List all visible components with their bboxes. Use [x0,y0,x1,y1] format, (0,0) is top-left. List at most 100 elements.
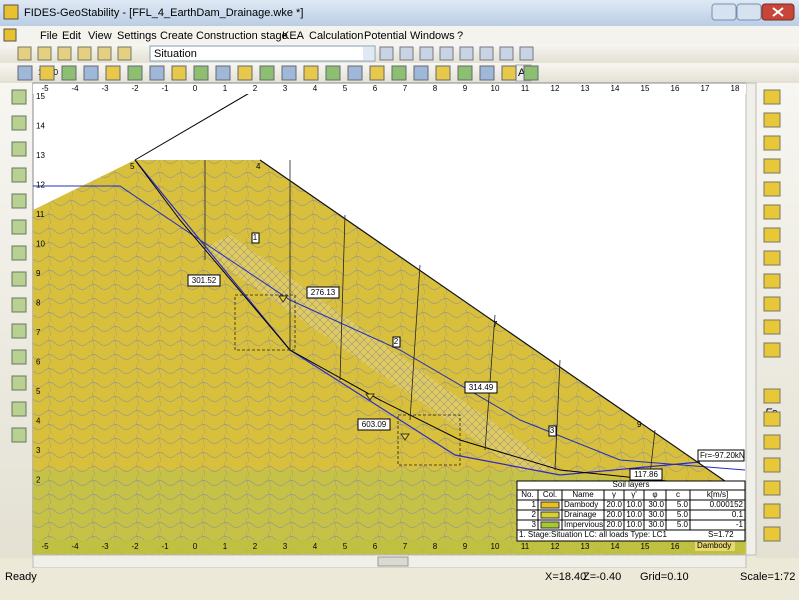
tool-icon[interactable] [105,65,121,81]
tool-icon[interactable] [439,46,454,61]
tool-icon[interactable] [259,65,275,81]
tool-icon[interactable] [83,65,99,81]
tool-icon[interactable] [763,273,781,289]
tool-icon[interactable] [763,388,781,404]
tool-icon[interactable] [413,65,429,81]
tool-icon[interactable] [11,115,27,131]
tool-icon[interactable] [11,297,27,313]
tool-icon[interactable] [11,219,27,235]
tool-icon[interactable] [11,323,27,339]
ruler-label: -5 [41,84,49,93]
tool-icon[interactable] [347,65,363,81]
tool-icon[interactable] [763,319,781,335]
tool-icon[interactable] [499,46,514,61]
tool-icon[interactable] [11,401,27,417]
tool-icon[interactable] [77,46,92,61]
tool-icon[interactable] [11,141,27,157]
slice-label: 2 [394,337,399,346]
force-label: 117.86 [634,470,658,479]
menu-item[interactable]: Construction stage [196,30,288,42]
tool-icon[interactable] [763,526,781,542]
soil-table [516,480,746,542]
menu-item[interactable]: Edit [62,30,81,42]
tool-icon[interactable] [763,158,781,174]
tool-icon[interactable] [763,227,781,243]
tool-icon[interactable] [117,46,132,61]
menu-item[interactable]: File [40,30,58,42]
table-cell: 0.000152 [710,500,744,509]
menu-item[interactable]: KEA [282,30,305,42]
tool-icon[interactable] [523,65,539,81]
menu-item[interactable]: Create [160,30,193,42]
tool-icon[interactable] [763,480,781,496]
tool-icon[interactable] [501,65,517,81]
menu-item[interactable]: Windows [410,30,455,42]
tool-icon[interactable] [61,65,77,81]
maximize-button[interactable] [736,3,762,21]
tool-icon[interactable] [11,89,27,105]
tool-icon[interactable] [237,65,253,81]
menu-item[interactable]: Potential [364,30,407,42]
tool-icon[interactable] [11,427,27,443]
tool-icon[interactable] [419,46,434,61]
mdi-controls [738,29,794,41]
tool-icon[interactable] [763,89,781,105]
tool-icon[interactable] [11,167,27,183]
tool-icon[interactable] [11,271,27,287]
tool-icon[interactable] [215,65,231,81]
tool-icon[interactable] [763,434,781,450]
ruler-label: 8 [433,542,438,551]
minimize-button[interactable] [711,3,737,21]
tool-icon[interactable] [399,46,414,61]
tool-icon[interactable] [519,46,534,61]
tool-icon[interactable] [369,65,385,81]
scroll-thumb[interactable] [377,556,409,567]
tool-icon[interactable] [17,46,32,61]
tool-icon[interactable] [37,46,52,61]
tool-icon[interactable] [11,375,27,391]
tool-icon[interactable] [763,112,781,128]
menu-item[interactable]: ? [457,30,463,42]
menu-item[interactable]: View [88,30,112,42]
tool-icon[interactable] [171,65,187,81]
tool-icon[interactable] [281,65,297,81]
tool-icon[interactable] [11,245,27,261]
tool-icon[interactable] [763,342,781,358]
tool-icon[interactable] [763,411,781,427]
tool-icon[interactable] [303,65,319,81]
tool-icon[interactable] [11,193,27,209]
menu-item[interactable]: Settings [117,30,157,42]
tool-icon[interactable] [763,503,781,519]
load-marker [365,393,375,401]
table-header: Name [572,490,594,499]
tool-icon[interactable] [763,296,781,312]
tool-icon[interactable] [763,181,781,197]
stage-select[interactable] [149,45,376,62]
tool-icon[interactable] [763,204,781,220]
tool-icon[interactable] [127,65,143,81]
tool-icon[interactable] [11,349,27,365]
ruler-label: 5 [343,542,348,551]
tool-icon[interactable] [391,65,407,81]
tool-icon[interactable] [97,46,112,61]
tool-icon[interactable] [479,46,494,61]
tool-icon[interactable] [193,65,209,81]
table-cell: 5.0 [677,500,689,509]
tool-icon[interactable] [763,250,781,266]
tool-icon[interactable] [379,46,394,61]
tool-icon[interactable] [763,457,781,473]
ruler-label: 9 [36,269,41,278]
tool-icon[interactable] [763,135,781,151]
tool-icon[interactable] [457,65,473,81]
menu-item[interactable]: Calculation [309,30,363,42]
tool-icon[interactable] [435,65,451,81]
tool-icon[interactable] [149,65,165,81]
tool-icon[interactable] [57,46,72,61]
tool-icon[interactable] [39,65,55,81]
tool-icon[interactable] [459,46,474,61]
ruler-label: 7 [403,84,408,93]
tool-icon[interactable] [479,65,495,81]
tool-icon[interactable] [17,65,33,81]
tool-icon[interactable] [325,65,341,81]
vertical-scrollbar[interactable] [745,82,757,556]
